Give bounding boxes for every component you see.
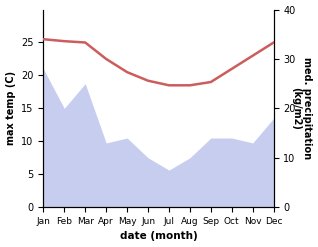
Y-axis label: max temp (C): max temp (C) <box>5 71 16 145</box>
Y-axis label: med. precipitation
(kg/m2): med. precipitation (kg/m2) <box>291 57 313 159</box>
X-axis label: date (month): date (month) <box>120 231 197 242</box>
